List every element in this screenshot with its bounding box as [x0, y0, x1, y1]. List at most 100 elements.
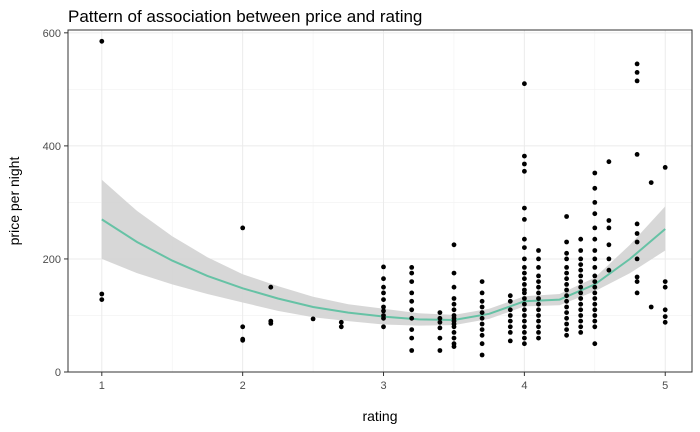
data-point [381, 284, 386, 290]
data-point [536, 273, 541, 279]
data-point [522, 265, 527, 270]
y-tick-label: 400 [43, 141, 61, 153]
data-point [592, 284, 598, 290]
data-point [536, 296, 541, 301]
data-point [592, 307, 598, 313]
data-point [592, 185, 598, 191]
data-point [536, 330, 541, 335]
data-point [409, 298, 415, 304]
data-point [522, 341, 527, 347]
data-point [240, 337, 246, 343]
data-point [479, 315, 485, 321]
data-point [662, 319, 668, 325]
data-point [634, 274, 640, 280]
y-tick-label: 600 [43, 28, 61, 40]
data-point [522, 282, 527, 287]
data-point [522, 205, 527, 211]
data-point [268, 284, 274, 290]
data-point [578, 279, 584, 284]
data-point [338, 319, 344, 325]
data-point [564, 256, 569, 262]
x-tick-label: 5 [662, 380, 668, 392]
data-point [592, 313, 598, 318]
data-point [634, 70, 640, 75]
data-point [564, 327, 569, 332]
data-point [606, 225, 612, 231]
data-point [409, 279, 415, 284]
data-point [564, 315, 569, 321]
data-point [592, 248, 598, 253]
data-point [648, 180, 654, 186]
data-point [522, 161, 527, 167]
data-point [479, 298, 485, 304]
chart-title: Pattern of association between price and… [68, 7, 422, 26]
data-point [522, 168, 527, 174]
data-point [479, 310, 485, 315]
data-point [479, 321, 485, 327]
data-point [522, 335, 527, 341]
data-point [451, 242, 457, 248]
data-point [592, 290, 598, 296]
data-point [522, 236, 527, 242]
data-point [522, 81, 527, 87]
data-point [634, 279, 640, 284]
data-point [592, 225, 598, 231]
data-point [564, 250, 569, 256]
data-point [592, 296, 598, 301]
data-point [522, 313, 527, 318]
data-point [592, 341, 598, 347]
data-point [536, 301, 541, 307]
data-point [479, 290, 485, 296]
data-point [268, 321, 274, 326]
data-point [479, 341, 485, 347]
data-point [634, 61, 640, 67]
data-point [381, 304, 386, 310]
data-point [606, 256, 612, 262]
x-tick-label: 3 [380, 380, 386, 392]
data-point [451, 270, 457, 276]
data-point [564, 310, 569, 315]
data-point [381, 297, 386, 302]
data-point [507, 324, 513, 330]
y-tick-label: 200 [43, 254, 61, 266]
data-point [634, 290, 640, 296]
data-point [536, 335, 541, 341]
data-point [634, 256, 640, 262]
data-point [662, 307, 668, 313]
data-point [409, 327, 415, 332]
data-point [592, 273, 598, 279]
data-point [606, 218, 612, 223]
data-point [507, 313, 513, 318]
data-point [451, 335, 457, 341]
data-point [507, 293, 513, 299]
data-point [409, 265, 415, 270]
data-point [564, 298, 569, 304]
data-point [479, 332, 485, 338]
data-point [437, 348, 443, 353]
data-point [578, 262, 584, 267]
data-point [634, 152, 640, 157]
data-point [536, 313, 541, 318]
data-point [507, 318, 513, 324]
panel-border [67, 29, 693, 373]
data-point [592, 279, 598, 284]
data-point [564, 265, 569, 270]
data-point [578, 273, 584, 279]
data-point [564, 293, 569, 299]
data-point [522, 217, 527, 222]
data-point [381, 315, 386, 321]
data-point [578, 318, 584, 324]
data-point [578, 301, 584, 307]
data-point [507, 298, 513, 304]
data-point [240, 324, 246, 330]
data-point [606, 267, 612, 273]
data-point [507, 330, 513, 335]
data-point [592, 256, 598, 262]
x-axis: 1 2 3 4 5 [99, 372, 668, 392]
data-point [99, 38, 105, 44]
data-point [578, 324, 584, 330]
data-point [437, 325, 443, 331]
data-point [564, 214, 569, 219]
data-point [522, 330, 527, 335]
